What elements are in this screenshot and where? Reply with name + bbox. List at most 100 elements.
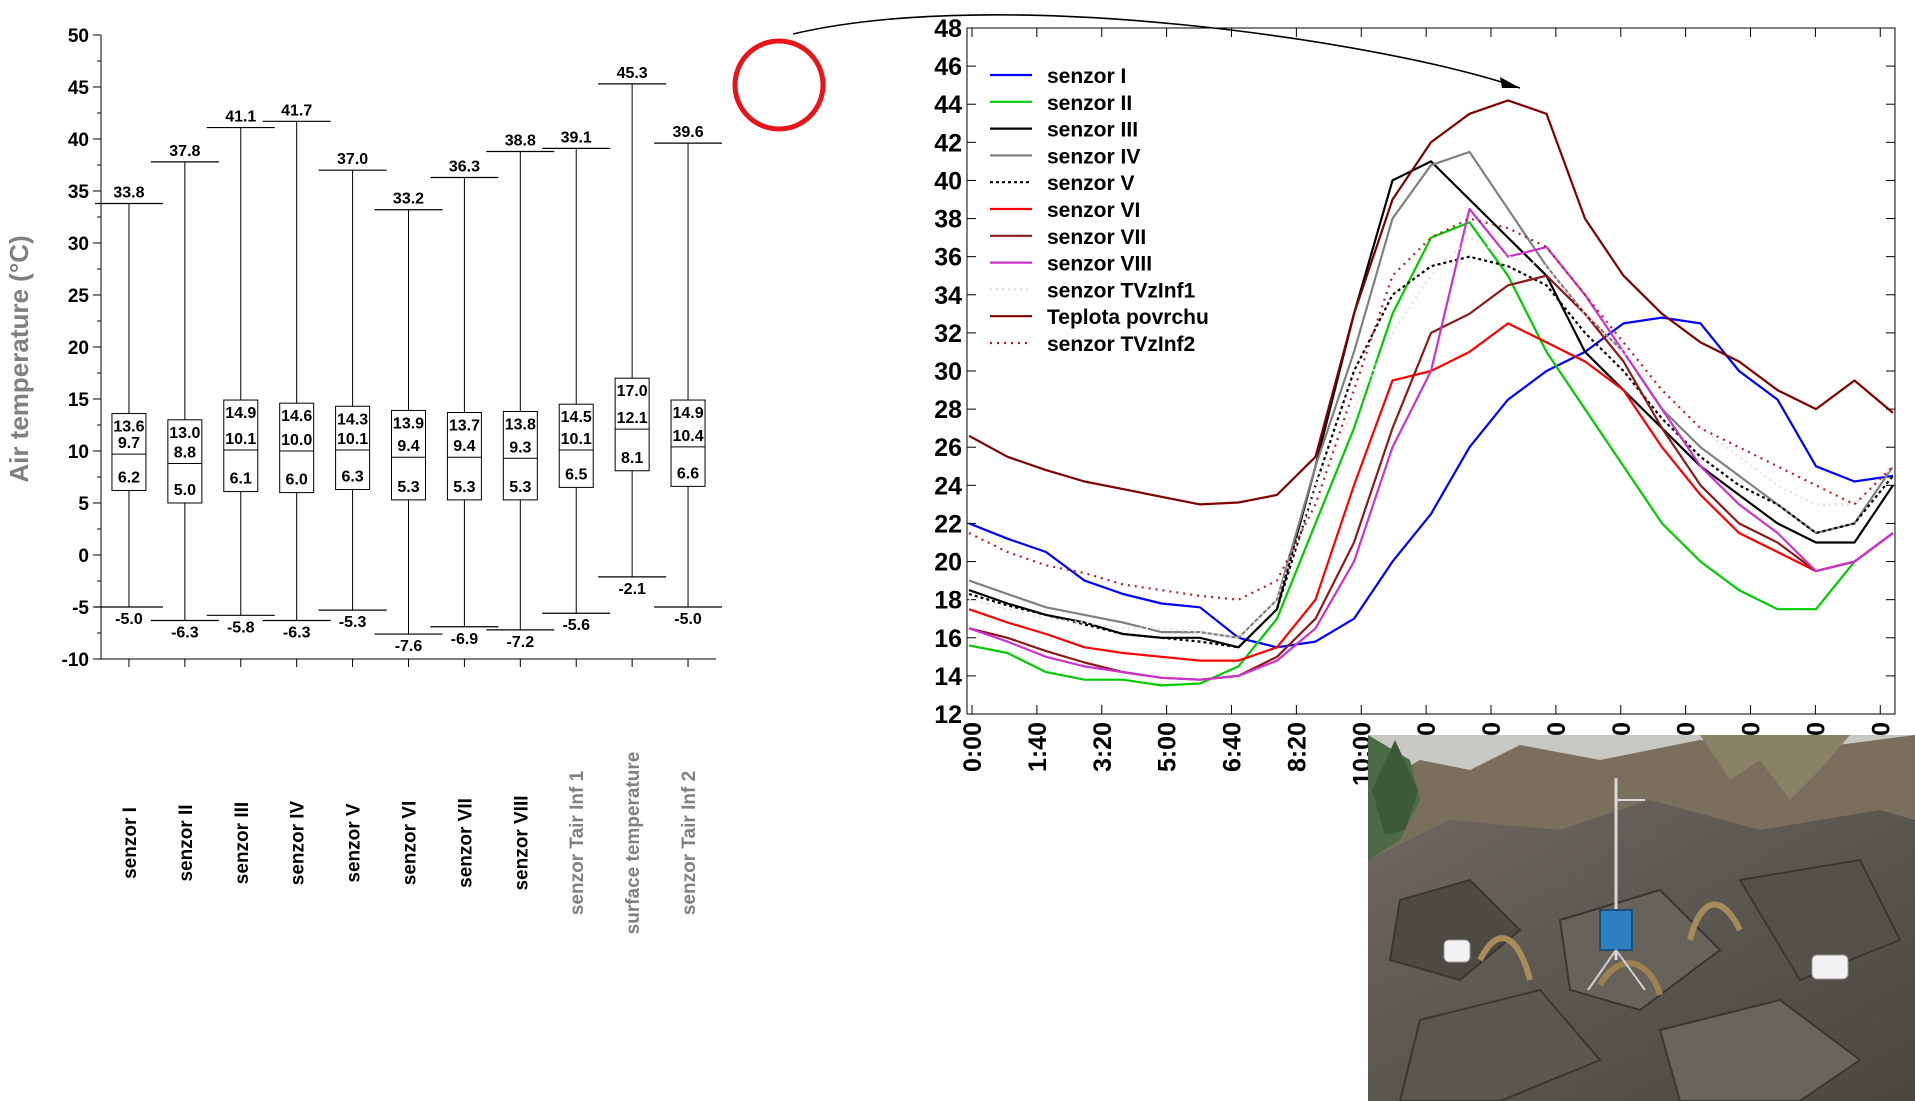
legend-label: senzor TVzInf1 [1047, 279, 1196, 302]
box-q1-label: 5.3 [397, 479, 419, 496]
box-q1-label: 8.1 [621, 450, 643, 467]
box-max-label: 45.3 [617, 65, 648, 82]
box-iqr-rect [223, 399, 259, 493]
box-q1-label: 5.3 [453, 479, 475, 496]
box-q3-label: 14.5 [561, 409, 592, 426]
legend-label: Teplota povrchu [1047, 306, 1209, 329]
box-category-label: senzor III [232, 802, 253, 884]
box-iqr-rect [167, 419, 203, 504]
box-median-label: 9.7 [118, 435, 140, 452]
line-y-tick-label: 44 [934, 91, 962, 119]
box-min-label: -7.6 [395, 638, 423, 655]
box-iqr-rect [502, 410, 538, 501]
box-min-label: -5.0 [115, 611, 143, 628]
box-plot-chart: -10 -5 0 5 10 15 20 25 30 35 40 45 50 Air temperature… [4, 26, 723, 935]
box-q3-label: 14.9 [225, 405, 256, 422]
box-q1-label: 6.2 [118, 470, 140, 487]
box-min-label: -5.0 [674, 611, 702, 628]
box-max-label: 33.8 [113, 184, 144, 201]
box-y-tick-label: 35 [68, 182, 90, 203]
box-y-tick-label: 45 [68, 78, 90, 99]
box-category-label: senzor II [176, 804, 197, 881]
box-y-tick-label: 30 [68, 234, 89, 255]
box-category-label: senzor VII [455, 798, 476, 888]
box-q3-label: 14.9 [672, 405, 703, 422]
box-min-label: -2.1 [618, 581, 646, 598]
line-y-tick-label: 24 [934, 472, 962, 500]
box-iqr-rect [335, 405, 371, 490]
box-category-label: senzor Tair Inf 2 [679, 771, 700, 915]
box-q1-label: 6.6 [677, 465, 699, 482]
box-y-tick-label: 15 [68, 390, 90, 411]
box-q3-label: 14.3 [337, 411, 368, 428]
site-photo [1368, 735, 1915, 1101]
box-category-label: senzor IV [288, 800, 309, 885]
box-median-label: 10.4 [672, 428, 703, 445]
annotation-arrowhead [1500, 77, 1520, 88]
box-min-label: -6.3 [171, 625, 199, 642]
box-max-label: 39.6 [672, 124, 703, 141]
line-y-tick-label: 46 [934, 53, 962, 81]
box-q3-label: 13.0 [169, 425, 200, 442]
box-category-label: senzor VI [400, 801, 421, 885]
line-y-tick-label: 16 [934, 625, 962, 653]
line-y-tick-label: 28 [934, 396, 962, 424]
box-max-label: 41.1 [225, 109, 256, 126]
line-x-tick-label: 0:00 [959, 722, 987, 772]
box-iqr-rect [670, 399, 706, 487]
line-series-10 [968, 217, 1894, 601]
box-min-label: -5.6 [562, 617, 590, 634]
line-series-7 [968, 207, 1894, 681]
line-series-9 [968, 99, 1894, 506]
box-max-label: 41.7 [281, 102, 312, 119]
box-median-label: 10.0 [281, 432, 312, 449]
box-y-tick-label: -10 [62, 650, 89, 671]
box-y-axis-title: Air temperature (°C) [4, 235, 34, 482]
box-q1-label: 6.1 [230, 471, 252, 488]
annotation-arrow [792, 14, 1521, 89]
box-median-label: 10.1 [337, 431, 368, 448]
box-y-tick-label: 25 [68, 286, 90, 307]
line-y-tick-label: 40 [934, 167, 962, 195]
box-median-label: 12.1 [617, 410, 648, 427]
box-category-label: surface temperature [623, 752, 644, 935]
line-y-tick-label: 12 [934, 701, 962, 729]
box-q1-label: 5.3 [509, 479, 531, 496]
box-median-label: 8.8 [174, 444, 196, 461]
box-y-tick-label: 40 [68, 130, 89, 151]
box-iqr-rect [111, 413, 147, 492]
box-y-tick-label: 50 [68, 26, 89, 47]
box-y-tick-label: 0 [78, 546, 89, 567]
line-y-tick-label: 36 [934, 244, 962, 272]
legend-label: senzor VI [1047, 199, 1140, 222]
box-q3-label: 13.8 [505, 416, 536, 433]
box-q1-label: 5.0 [174, 482, 196, 499]
box-max-label: 37.8 [169, 143, 200, 160]
box-iqr-rect [391, 409, 426, 501]
line-y-tick-label: 20 [934, 549, 962, 577]
box-y-tick-label: 10 [68, 442, 89, 463]
line-y-tick-label: 18 [934, 587, 962, 615]
box-median-label: 10.1 [225, 431, 256, 448]
box-q1-label: 6.3 [341, 468, 363, 485]
line-y-tick-label: 32 [934, 320, 962, 348]
line-series-0 [968, 316, 1894, 649]
box-max-label: 36.3 [449, 158, 480, 175]
legend-label: senzor VII [1047, 226, 1146, 249]
box-median-label: 9.4 [397, 438, 419, 455]
box-iqr-rect [279, 402, 315, 494]
legend-label: senzor V [1047, 172, 1135, 195]
box-iqr-rect [614, 377, 650, 472]
line-x-tick-label: 6:40 [1219, 722, 1247, 772]
box-max-label: 33.2 [393, 191, 424, 208]
line-x-tick-label: 3:20 [1089, 722, 1117, 772]
box-q3-label: 13.9 [393, 415, 424, 432]
box-median-label: 9.4 [453, 438, 475, 455]
box-q1-label: 6.0 [286, 472, 308, 489]
line-series-8 [968, 236, 1894, 639]
box-category-label: senzor Tair Inf 1 [567, 770, 588, 915]
box-median-label: 10.1 [561, 431, 592, 448]
box-iqr-rect [446, 412, 482, 501]
line-y-tick-label: 14 [934, 663, 962, 691]
